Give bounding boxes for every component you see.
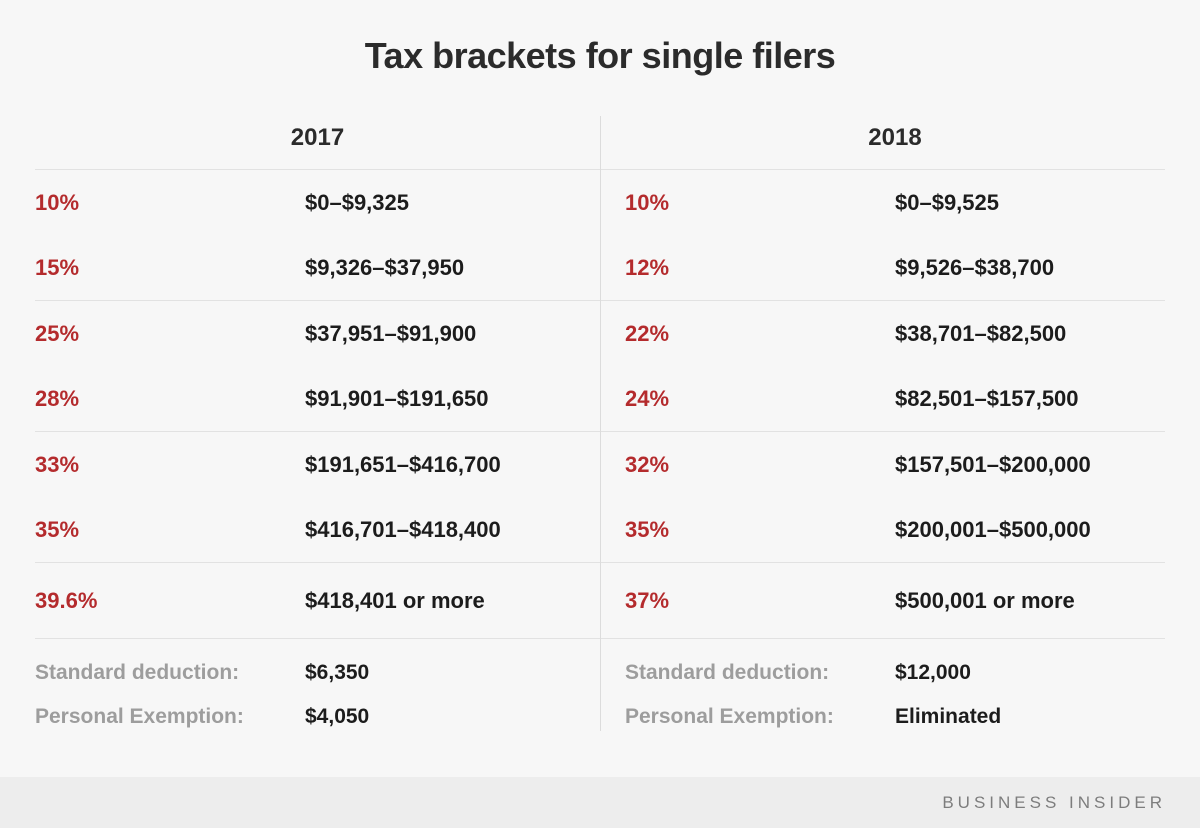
income-range: $157,501–$200,000 — [895, 451, 1091, 477]
tax-rate: 24% — [625, 385, 670, 411]
deduction-row: Standard deduction: $6,350 — [35, 651, 600, 695]
deduction-row: Standard deduction: $12,000 — [600, 651, 1165, 695]
bracket-row: 15% $9,326–$37,950 — [35, 235, 600, 300]
tax-rate: 15% — [35, 254, 80, 280]
income-range: $9,526–$38,700 — [895, 254, 1055, 280]
bracket-row: 24% $82,501–$157,500 — [600, 366, 1165, 431]
column-header-2018: 2018 — [868, 124, 922, 151]
bracket-row: 35% $200,001–$500,000 — [600, 497, 1165, 562]
column-divider — [600, 116, 601, 731]
income-range: $9,326–$37,950 — [305, 254, 465, 280]
footer-band: BUSINESS INSIDER — [0, 777, 1200, 828]
deduction-label: Standard deduction: — [35, 661, 240, 684]
bracket-group: 33% $191,651–$416,700 35% $416,701–$418,… — [35, 431, 600, 562]
tax-rate: 37% — [625, 587, 670, 613]
deduction-label: Standard deduction: — [625, 661, 830, 684]
bracket-group: 32% $157,501–$200,000 35% $200,001–$500,… — [600, 431, 1165, 562]
tax-rate: 22% — [625, 320, 670, 346]
tax-rate: 35% — [625, 516, 670, 542]
bracket-group: 25% $37,951–$91,900 28% $91,901–$191,650 — [35, 300, 600, 431]
deduction-value: $4,050 — [305, 705, 370, 728]
tax-rate: 33% — [35, 451, 80, 477]
bracket-row: 39.6% $418,401 or more — [35, 563, 600, 638]
bracket-group: 37% $500,001 or more — [600, 562, 1165, 638]
column-2018: 2018 10% $0–$9,525 12% $9,526–$38,700 22… — [600, 107, 1165, 755]
tax-table: 2017 10% $0–$9,325 15% $9,326–$37,950 25… — [35, 107, 1165, 755]
bracket-row: 25% $37,951–$91,900 — [35, 301, 600, 366]
income-range: $38,701–$82,500 — [895, 320, 1067, 346]
page-title: Tax brackets for single filers — [364, 35, 836, 76]
bracket-row: 35% $416,701–$418,400 — [35, 497, 600, 562]
tax-rate: 12% — [625, 254, 670, 280]
bracket-group: 39.6% $418,401 or more — [35, 562, 600, 638]
bracket-group: 10% $0–$9,325 15% $9,326–$37,950 — [35, 169, 600, 300]
bracket-row: 33% $191,651–$416,700 — [35, 432, 600, 497]
tax-rate: 25% — [35, 320, 80, 346]
column-header-2017: 2017 — [290, 124, 345, 151]
deduction-label: Personal Exemption: — [625, 705, 834, 728]
deductions-section: Standard deduction: $12,000 Personal Exe… — [600, 638, 1165, 755]
deduction-label: Personal Exemption: — [35, 705, 244, 728]
bracket-group: 10% $0–$9,525 12% $9,526–$38,700 — [600, 169, 1165, 300]
tax-rate: 32% — [625, 451, 670, 477]
deduction-row: Personal Exemption: $4,050 — [35, 695, 600, 739]
deductions-section: Standard deduction: $6,350 Personal Exem… — [35, 638, 600, 755]
income-range: $82,501–$157,500 — [895, 385, 1079, 411]
bracket-row: 10% $0–$9,525 — [600, 170, 1165, 235]
income-range: $191,651–$416,700 — [305, 451, 501, 477]
income-range: $37,951–$91,900 — [305, 320, 477, 346]
income-range: $0–$9,325 — [305, 189, 409, 215]
deduction-value: $12,000 — [895, 661, 971, 684]
tax-rate: 35% — [35, 516, 80, 542]
deduction-value: $6,350 — [305, 661, 370, 684]
bracket-row: 37% $500,001 or more — [600, 563, 1165, 638]
business-insider-logo: BUSINESS INSIDER — [942, 792, 1166, 812]
bracket-row: 32% $157,501–$200,000 — [600, 432, 1165, 497]
income-range: $418,401 or more — [305, 587, 485, 613]
tax-rate: 39.6% — [35, 587, 98, 613]
tax-rate: 28% — [35, 385, 80, 411]
bracket-row: 22% $38,701–$82,500 — [600, 301, 1165, 366]
income-range: $91,901–$191,650 — [305, 385, 489, 411]
income-range: $416,701–$418,400 — [305, 516, 501, 542]
income-range: $500,001 or more — [895, 587, 1075, 613]
bracket-row: 10% $0–$9,325 — [35, 170, 600, 235]
bracket-row: 28% $91,901–$191,650 — [35, 366, 600, 431]
bracket-group: 22% $38,701–$82,500 24% $82,501–$157,500 — [600, 300, 1165, 431]
tax-rate: 10% — [625, 189, 670, 215]
deduction-value: Eliminated — [895, 705, 1002, 728]
column-2017: 2017 10% $0–$9,325 15% $9,326–$37,950 25… — [35, 107, 600, 755]
tax-rate: 10% — [35, 189, 80, 215]
income-range: $0–$9,525 — [895, 189, 999, 215]
bracket-row: 12% $9,526–$38,700 — [600, 235, 1165, 300]
deduction-row: Personal Exemption: Eliminated — [600, 695, 1165, 739]
income-range: $200,001–$500,000 — [895, 516, 1091, 542]
